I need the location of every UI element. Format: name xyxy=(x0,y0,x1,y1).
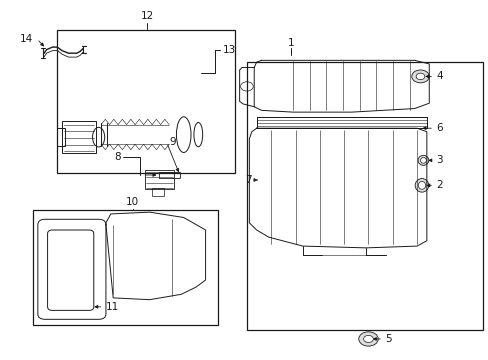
Circle shape xyxy=(358,332,377,346)
Circle shape xyxy=(415,73,424,80)
Bar xyxy=(33,210,217,325)
Text: 8: 8 xyxy=(114,152,120,162)
Text: 11: 11 xyxy=(106,302,119,312)
Bar xyxy=(159,172,180,178)
Ellipse shape xyxy=(420,157,426,163)
Text: 1: 1 xyxy=(287,38,293,48)
Circle shape xyxy=(363,336,372,342)
Bar xyxy=(152,188,164,196)
Text: 5: 5 xyxy=(385,334,391,344)
Bar xyxy=(57,128,64,146)
Text: 7: 7 xyxy=(244,175,251,185)
Circle shape xyxy=(411,70,428,83)
Text: 3: 3 xyxy=(436,156,442,165)
Text: 6: 6 xyxy=(436,123,442,133)
Bar xyxy=(57,30,234,173)
Bar xyxy=(246,62,482,330)
Text: 10: 10 xyxy=(126,197,139,207)
Text: 12: 12 xyxy=(141,11,154,21)
Text: 13: 13 xyxy=(222,45,235,55)
Bar xyxy=(62,121,96,153)
Text: 4: 4 xyxy=(436,71,442,81)
Ellipse shape xyxy=(417,156,428,165)
Ellipse shape xyxy=(414,179,428,192)
Text: 2: 2 xyxy=(436,180,442,190)
Text: 14: 14 xyxy=(20,34,33,44)
Bar xyxy=(144,170,174,189)
Text: 9: 9 xyxy=(169,138,175,148)
Ellipse shape xyxy=(417,181,425,189)
